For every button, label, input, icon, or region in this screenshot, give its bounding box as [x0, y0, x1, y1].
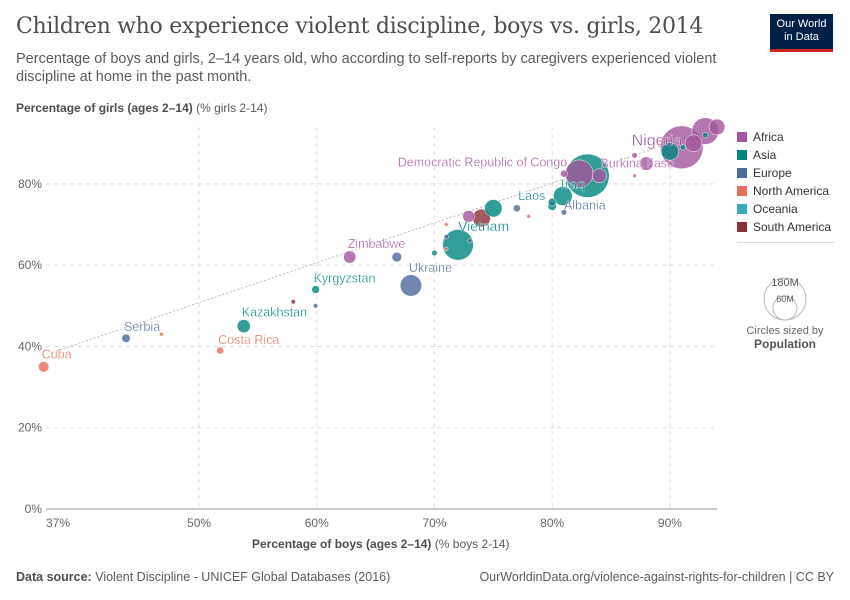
data-point-label: Cuba: [42, 347, 72, 361]
source-text: Violent Discipline - UNICEF Global Datab…: [95, 570, 391, 584]
legend-label: North America: [753, 184, 830, 198]
legend-item[interactable]: Africa: [737, 128, 835, 146]
data-point-label: Albania: [564, 198, 606, 212]
data-point: [236, 319, 251, 333]
source-link[interactable]: OurWorldinData.org/violence-against-righ…: [479, 570, 834, 584]
x-tick-label: 60%: [305, 516, 329, 530]
data-point: [443, 222, 449, 227]
data-point: [443, 246, 449, 252]
x-tick-label: 37%: [46, 516, 70, 530]
data-point: [290, 299, 296, 305]
data-point: [38, 361, 50, 373]
owid-logo[interactable]: Our World in Data: [770, 14, 833, 52]
data-point-label: Zimbabwe: [348, 237, 406, 251]
data-point-label: Iraq: [561, 176, 585, 192]
legend-swatch: [737, 132, 747, 142]
y-axis-label-bold: Percentage of girls (ages 2–14): [16, 101, 193, 115]
data-point-label: Laos: [518, 189, 545, 203]
data-point: [632, 173, 637, 179]
chart-title: Children who experience violent discipli…: [16, 14, 704, 39]
legend-divider: [737, 242, 835, 243]
data-point: [313, 303, 319, 309]
data-point-label: Kazakhstan: [242, 306, 307, 320]
x-tick-label: 80%: [540, 516, 564, 530]
legend-label: South America: [753, 220, 832, 234]
data-point: [311, 285, 320, 294]
data-point: [548, 198, 557, 207]
x-axis-label-unit: (% boys 2-14): [434, 537, 510, 551]
size-legend-small: 60M: [776, 294, 794, 304]
data-point-label: Kyrgyzstan: [314, 272, 376, 286]
data-point: [560, 209, 567, 216]
size-legend-caption: Circles sized by: [746, 325, 824, 337]
data-point: [639, 156, 654, 171]
data-point: [631, 152, 638, 159]
x-axis-label: Percentage of boys (ages 2–14) (% boys 2…: [252, 537, 509, 551]
data-point: [679, 144, 686, 151]
data-point: [443, 234, 449, 240]
data-point-label: Vietnam: [458, 218, 509, 234]
x-axis-label-bold: Percentage of boys (ages 2–14): [252, 537, 432, 551]
data-point: [553, 186, 573, 206]
data-point: [684, 134, 703, 152]
data-point: [216, 346, 225, 355]
x-tick-label: 50%: [187, 516, 211, 530]
size-legend-circles: 180M 60M: [763, 277, 807, 321]
legend-item[interactable]: Oceania: [737, 200, 835, 218]
y-axis-label-unit: (% girls 2-14): [196, 101, 268, 115]
data-point-label: Burkina Faso: [600, 157, 674, 171]
data-point: [391, 251, 402, 263]
legend-item[interactable]: South America: [737, 218, 835, 236]
y-tick-label: 0%: [25, 502, 43, 516]
x-tick-label: 90%: [658, 516, 682, 530]
data-point: [121, 333, 131, 343]
x-tick-label: 70%: [422, 516, 446, 530]
data-point: [431, 249, 438, 257]
legend-label: Africa: [753, 130, 784, 144]
size-legend: 180M 60M Circles sized by Population: [735, 276, 835, 351]
chart-subtitle: Percentage of boys and girls, 2–14 years…: [16, 51, 717, 85]
data-point: [702, 132, 709, 139]
legend-swatch: [737, 186, 747, 196]
source-label: Data source:: [16, 570, 92, 584]
legend-swatch: [737, 204, 747, 214]
legend-swatch: [737, 222, 747, 232]
data-point: [467, 238, 473, 244]
data-point: [484, 199, 503, 218]
legend-label: Europe: [753, 166, 792, 180]
legend-item[interactable]: North America: [737, 182, 835, 200]
size-legend-big: 180M: [771, 277, 799, 289]
data-point: [399, 274, 422, 297]
size-legend-variable: Population: [754, 337, 816, 351]
data-point: [159, 332, 164, 337]
data-point: [526, 214, 531, 219]
legend-swatch: [737, 150, 747, 160]
legend-item[interactable]: Europe: [737, 164, 835, 182]
legend-label: Oceania: [753, 202, 798, 216]
data-point-label: Nigeria: [632, 132, 683, 149]
data-point: [462, 210, 475, 223]
data-point: [513, 204, 521, 213]
data-point: [708, 118, 726, 136]
data-point-label: Ukraine: [409, 261, 452, 275]
y-axis-label: Percentage of girls (ages 2–14) (% girls…: [16, 101, 267, 115]
data-source: Data source: Violent Discipline - UNICEF…: [16, 570, 390, 584]
data-point-label: Democratic Republic of Congo: [398, 156, 568, 170]
data-point: [343, 250, 357, 264]
y-tick-label: 60%: [18, 258, 42, 272]
color-legend: Africa Asia Europe North America Oceania Sout…: [737, 128, 835, 243]
legend-swatch: [737, 168, 747, 178]
legend-item[interactable]: Asia: [737, 146, 835, 164]
data-point: [660, 142, 679, 161]
legend-label: Asia: [753, 148, 777, 162]
y-tick-label: 20%: [18, 421, 42, 435]
y-tick-label: 40%: [18, 339, 42, 353]
data-point-label: Serbia: [124, 320, 160, 334]
data-point: [560, 169, 568, 178]
data-point: [442, 229, 474, 261]
y-tick-label: 80%: [18, 177, 42, 191]
data-point: [591, 168, 607, 184]
data-point-label: Costa Rica: [218, 333, 279, 347]
